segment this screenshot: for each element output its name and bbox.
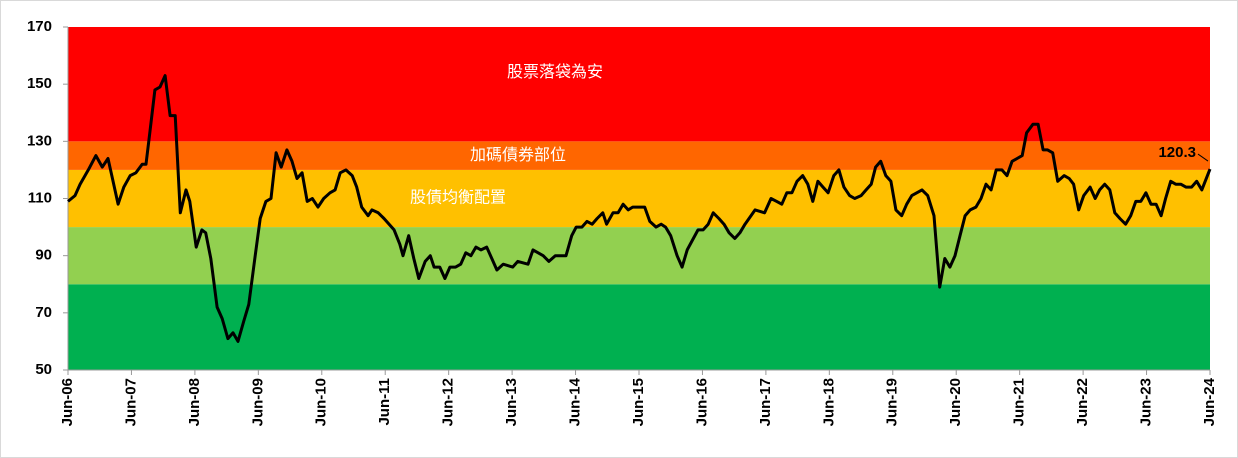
x-tick-label: Jun-12 <box>440 378 457 426</box>
zone-label: 加碼債券部位 <box>470 146 566 164</box>
x-tick-label: Jun-21 <box>1011 378 1028 426</box>
x-tick-label: Jun-13 <box>503 378 520 426</box>
x-tick-label: Jun-16 <box>693 378 710 426</box>
x-tick-label: Jun-09 <box>249 378 266 426</box>
x-tick-label: Jun-11 <box>376 378 393 426</box>
x-tick-label: Jun-19 <box>884 378 901 426</box>
y-tick-label: 90 <box>35 247 52 264</box>
x-tick-label: Jun-24 <box>1201 377 1218 426</box>
zone-label: 股債均衡配置 <box>410 189 506 207</box>
zone-band <box>68 284 1210 370</box>
x-tick-label: Jun-17 <box>757 378 774 426</box>
x-tick-label: Jun-06 <box>59 378 76 426</box>
y-tick-label: 150 <box>27 75 52 92</box>
end-value-label: 120.3 <box>1158 144 1196 161</box>
x-tick-label: Jun-15 <box>630 378 647 426</box>
zone-band <box>68 227 1210 285</box>
label-leader <box>1197 153 1209 162</box>
y-tick-label: 170 <box>27 18 52 35</box>
x-tick-label: Jun-07 <box>122 378 139 426</box>
x-tick-label: Jun-22 <box>1074 378 1091 426</box>
x-tick-label: Jun-14 <box>567 377 584 426</box>
y-tick-label: 110 <box>28 189 52 206</box>
zone-band <box>68 27 1210 142</box>
x-tick-label: Jun-23 <box>1138 378 1155 426</box>
y-tick-label: 70 <box>35 304 52 321</box>
x-tick-label: Jun-20 <box>947 378 964 426</box>
zone-band <box>68 169 1210 228</box>
zone-label: 股票落袋為安 <box>507 63 603 81</box>
zone-band <box>68 141 1210 170</box>
data-line <box>67 74 1212 343</box>
x-tick-label: Jun-10 <box>313 378 330 426</box>
x-tick-label: Jun-18 <box>820 378 837 426</box>
y-tick-label: 50 <box>35 361 52 378</box>
y-tick-label: 130 <box>27 132 52 149</box>
x-tick-label: Jun-08 <box>186 378 203 426</box>
